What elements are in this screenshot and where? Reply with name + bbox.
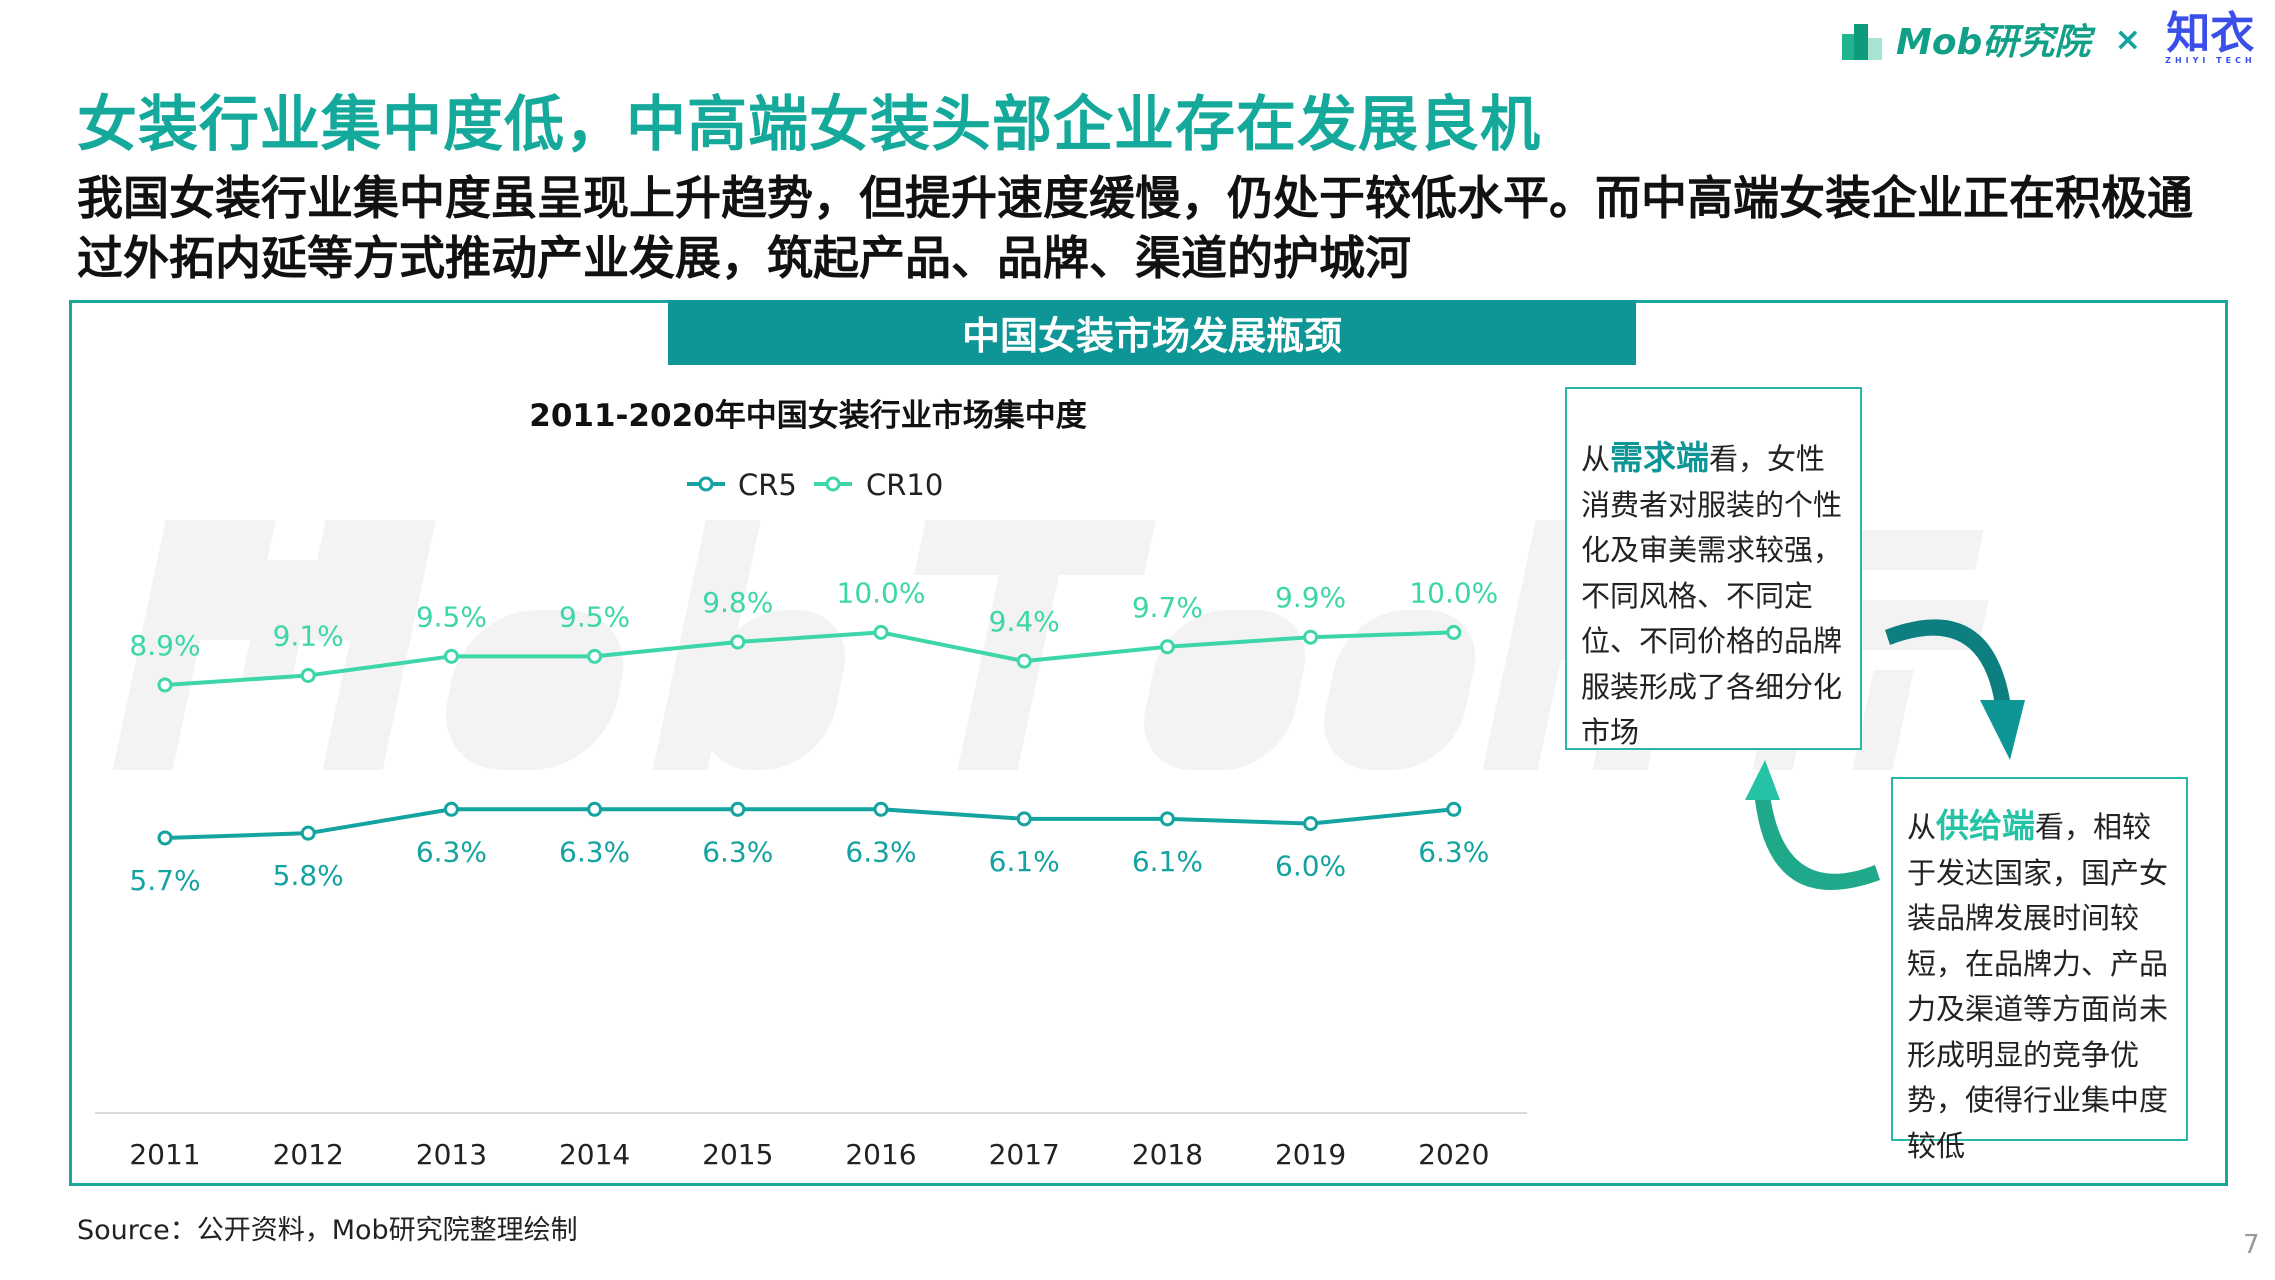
cr5-point <box>1303 816 1319 832</box>
cr5-point <box>1159 811 1175 827</box>
page-subtitle: 我国女装行业集中度虽呈现上升趋势，但提升速度缓慢，仍处于较低水平。而中高端女装企… <box>77 171 2193 285</box>
cr10-line <box>164 630 1454 687</box>
legend-cr5-marker <box>698 476 714 492</box>
cr10-point <box>1303 629 1319 645</box>
header-logos: Mob研究院 × 知衣 ZHIYI TECH <box>1840 12 2256 66</box>
cr5-data-label: 6.1% <box>989 845 1060 878</box>
mob-building-icon <box>1842 24 1882 60</box>
cr5-point <box>443 801 459 817</box>
cr10-data-label: 9.4% <box>989 605 1060 638</box>
watermark <box>112 520 1989 770</box>
cr5-data-label: 6.3% <box>702 835 773 868</box>
chart-title: 2011-2020年中国女装行业市场集中度 <box>529 398 1086 434</box>
cr5-data-label: 5.8% <box>273 859 344 892</box>
demand-highlight: 需求端 <box>1610 438 1710 477</box>
cr10-data-label: 8.9% <box>129 629 200 662</box>
x-tick-label: 2012 <box>273 1138 344 1171</box>
cr5-point <box>157 830 173 846</box>
x-tick-label: 2017 <box>989 1138 1060 1171</box>
source-note: Source：公开资料，Mob研究院整理绘制 <box>77 1215 578 1246</box>
zhiyi-logo-text: 知衣 <box>2166 8 2255 59</box>
zhiyi-logo: 知衣 ZHIYI TECH <box>2165 12 2256 66</box>
cr5-data-label: 6.1% <box>1132 845 1203 878</box>
cr10-data-label: 10.0% <box>837 576 926 609</box>
supply-prefix: 从 <box>1907 810 1937 844</box>
cr5-point <box>873 801 889 817</box>
cr10-data-label: 9.7% <box>1132 591 1203 624</box>
legend-cr5-label: CR5 <box>738 468 797 502</box>
cr5-data-label: 6.0% <box>1275 850 1346 883</box>
cr5-data-label: 6.3% <box>416 835 487 868</box>
cr5-point <box>1016 811 1032 827</box>
cr10-data-label: 9.9% <box>1275 581 1346 614</box>
cr10-point <box>587 648 603 664</box>
logo-separator: × <box>2114 20 2142 58</box>
supply-highlight: 供给端 <box>1936 806 2036 845</box>
cr5-data-label: 6.3% <box>845 835 916 868</box>
x-tick-label: 2014 <box>559 1138 630 1171</box>
cr10-data-label: 9.5% <box>559 600 630 633</box>
cr10-point <box>1159 639 1175 655</box>
cr10-data-label: 10.0% <box>1409 576 1498 609</box>
x-tick-label: 2015 <box>702 1138 773 1171</box>
cr5-point <box>1446 801 1462 817</box>
demand-side-box: 从需求端看，女性消费者对服装的个性化及审美需求较强，不同风格、不同定位、不同价格… <box>1565 387 1862 750</box>
arrow-down-icon <box>1885 619 2010 705</box>
cr10-data-label: 9.8% <box>702 586 773 619</box>
cr10-point <box>443 648 459 664</box>
mob-logo-text: Mob研究院 <box>1896 22 2091 63</box>
x-tick-label: 2018 <box>1132 1138 1203 1171</box>
cr5-line <box>164 807 1454 840</box>
x-tick-label: 2019 <box>1275 1138 1346 1171</box>
cr5-point <box>300 825 316 841</box>
x-tick-label: 2020 <box>1418 1138 1489 1171</box>
arrow-up-head-icon <box>1745 760 1780 800</box>
x-tick-label: 2011 <box>129 1138 200 1171</box>
arrow-down-head-icon <box>1980 700 2025 760</box>
cr10-point <box>157 677 173 693</box>
x-tick-label: 2016 <box>845 1138 916 1171</box>
cr5-data-label: 6.3% <box>1418 835 1489 868</box>
cr5-data-label: 6.3% <box>559 835 630 868</box>
supply-side-box: 从供给端看，相较于发达国家，国产女装品牌发展时间较短，在品牌力、产品力及渠道等方… <box>1891 777 2188 1163</box>
page-number: 7 <box>2243 1230 2260 1260</box>
demand-text: 看，女性消费者对服装的个性化及审美需求较强，不同风格、不同定位、不同价格的品牌服… <box>1581 442 1843 749</box>
page-title: 女装行业集中度低，中高端女装头部企业存在发展良机 <box>77 90 1541 160</box>
cr10-point <box>1446 624 1462 640</box>
cycle-arrows <box>1745 619 2025 890</box>
supply-text: 看，相较于发达国家，国产女装品牌发展时间较短，在品牌力、产品力及渠道等方面尚未形… <box>1907 810 2169 1163</box>
cr10-point <box>730 634 746 650</box>
x-tick-label: 2013 <box>416 1138 487 1171</box>
cr10-point <box>873 624 889 640</box>
zhiyi-logo-sub: ZHIYI TECH <box>2165 56 2256 65</box>
legend: CR5 CR10 <box>687 468 943 502</box>
section-banner: 中国女装市场发展瓶颈 <box>668 300 1636 365</box>
cr10-data-label: 9.5% <box>416 600 487 633</box>
cr10-point <box>300 667 316 683</box>
cr5-point <box>587 801 603 817</box>
cr5-data-label: 5.7% <box>129 864 200 897</box>
cr10-data-label: 9.1% <box>273 619 344 652</box>
demand-prefix: 从 <box>1581 442 1611 476</box>
cr10-point <box>1016 653 1032 669</box>
cr5-point <box>730 801 746 817</box>
arrow-up-icon <box>1755 795 1880 890</box>
legend-cr10-marker <box>825 476 841 492</box>
legend-cr10-label: CR10 <box>866 468 943 502</box>
